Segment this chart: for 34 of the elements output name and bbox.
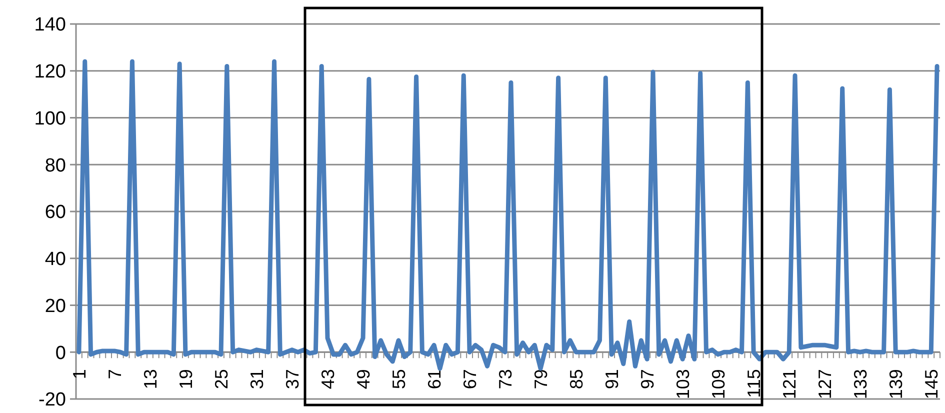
x-tick-label: 115 xyxy=(744,369,764,398)
x-tick-label: 13 xyxy=(140,369,160,390)
x-tick-label: 121 xyxy=(779,369,800,400)
y-tick-label: 80 xyxy=(44,155,66,176)
x-tick-label: 19 xyxy=(176,369,196,390)
y-tick-label: 100 xyxy=(34,108,66,130)
x-tick-label: 73 xyxy=(495,369,516,390)
x-tick-label: 97 xyxy=(637,369,658,390)
x-tick-label: 7 xyxy=(104,369,125,380)
x-tick-label: 1 xyxy=(69,369,90,380)
y-tick-label: 140 xyxy=(34,14,66,36)
x-tick-label: 25 xyxy=(211,369,232,390)
x-tick-label: 133 xyxy=(850,369,870,400)
x-tick-label: 139 xyxy=(886,369,906,400)
x-tick-label: 37 xyxy=(282,369,302,390)
y-tick-label: -20 xyxy=(38,390,66,411)
x-tick-label: 145 xyxy=(921,369,942,400)
x-tick-label: 61 xyxy=(424,369,444,390)
y-tick-label: 120 xyxy=(34,62,66,83)
x-tick-label: 55 xyxy=(388,369,409,390)
x-tick-label: 67 xyxy=(460,369,480,390)
x-tick-label: 49 xyxy=(353,369,374,390)
x-tick-label: 103 xyxy=(672,369,693,400)
y-tick-label: 0 xyxy=(55,342,66,364)
x-tick-label: 127 xyxy=(814,369,835,400)
x-tick-label: 85 xyxy=(566,369,586,390)
x-tick-label: 109 xyxy=(708,369,728,400)
x-tick-label: 91 xyxy=(602,369,622,390)
x-tick-label: 43 xyxy=(318,369,338,390)
y-tick-label: 60 xyxy=(44,202,66,224)
y-tick-label: 20 xyxy=(44,296,66,317)
x-tick-label: 31 xyxy=(246,369,267,390)
y-tick-label: 40 xyxy=(44,249,66,270)
x-tick-label: 79 xyxy=(530,369,551,390)
